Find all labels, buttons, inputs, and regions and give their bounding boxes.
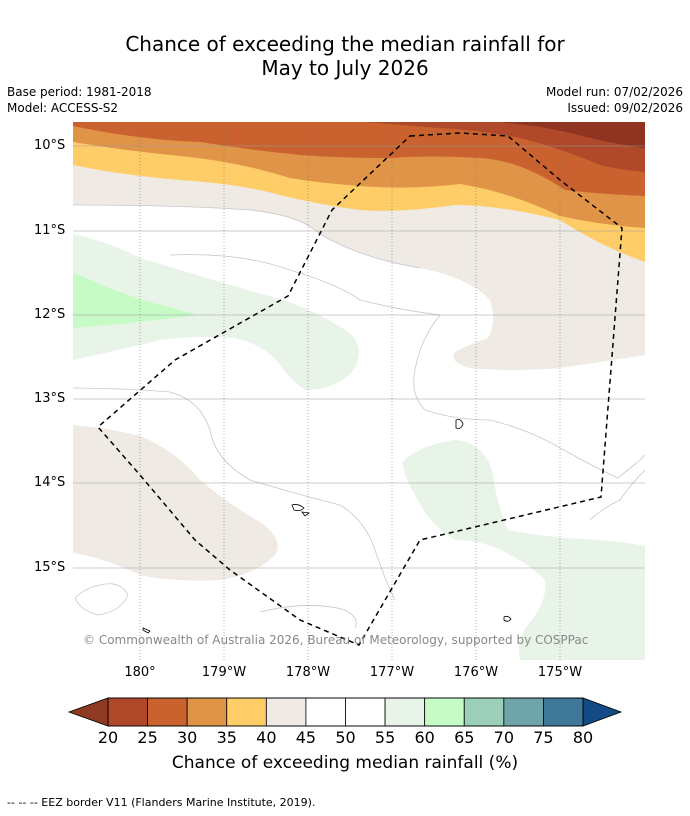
band-55-60-southeast xyxy=(402,440,645,660)
colorbar xyxy=(67,697,623,727)
colorbar-cell xyxy=(503,697,544,727)
title-line-1: Chance of exceeding the median rainfall … xyxy=(125,32,565,56)
colorbar-cell xyxy=(265,697,307,727)
colorbar-tick-label: 80 xyxy=(572,728,594,747)
colorbar-tick-label: 45 xyxy=(295,728,317,747)
lat-label-14s: 14°S xyxy=(34,475,66,490)
colorbar-cell xyxy=(186,697,228,727)
band-20-25 xyxy=(365,122,645,172)
colorbar-tick-label: 40 xyxy=(256,728,277,747)
colorbar-cell xyxy=(384,697,426,727)
island-5 xyxy=(142,627,151,634)
band-60-65-west xyxy=(73,272,198,328)
colorbar-tick-label: 20 xyxy=(97,728,119,747)
lat-label-12s: 12°S xyxy=(34,307,66,322)
colorbar-high-arrow xyxy=(582,697,623,727)
lat-label-11s: 11°S xyxy=(34,223,66,238)
colorbar-tick-label: 55 xyxy=(374,728,396,747)
colorbar-cell xyxy=(543,697,584,727)
lon-label-179w: 179°W xyxy=(201,665,247,680)
lon-label-175w: 175°W xyxy=(537,665,583,680)
lat-label-15s: 15°S xyxy=(34,560,66,575)
lon-label-178w: 178°W xyxy=(285,665,331,680)
band-40-45-southwest xyxy=(73,425,278,581)
model-run: Model run: 07/02/2026 xyxy=(545,85,683,99)
band-15-20 xyxy=(500,122,645,148)
copyright-text: © Commonwealth of Australia 2026, Bureau… xyxy=(83,633,589,647)
colorbar-cell xyxy=(147,697,188,727)
island-1 xyxy=(455,419,464,429)
colorbar-cell xyxy=(107,697,148,727)
colorbar-low-arrow xyxy=(67,697,109,727)
model-name: Model: ACCESS-S2 xyxy=(7,101,119,115)
colorbar-tick-label: 25 xyxy=(137,728,158,747)
issued-date: Issued: 09/02/2026 xyxy=(567,101,683,115)
eez-border xyxy=(96,132,623,646)
forecast-map xyxy=(73,122,645,660)
grid xyxy=(73,145,645,569)
lat-label-10s: 10°S xyxy=(34,138,66,153)
colorbar-cell xyxy=(424,697,465,727)
colorbar-tick-label: 75 xyxy=(533,728,554,747)
base-period: Base period: 1981-2018 xyxy=(7,85,152,99)
island-2 xyxy=(291,504,305,512)
colorbar-tick-label: 50 xyxy=(335,728,356,747)
lon-label-176w: 176°W xyxy=(453,665,499,680)
colorbar-tick-label: 35 xyxy=(216,728,237,747)
colorbar-tick-label: 65 xyxy=(454,728,475,747)
island-4 xyxy=(503,615,512,622)
band-55-60-west xyxy=(73,234,359,390)
colorbar-tick-label: 30 xyxy=(176,728,198,747)
colorbar-cell xyxy=(463,697,505,727)
lon-label-177w: 177°W xyxy=(369,665,415,680)
colorbar-tick-label: 70 xyxy=(493,728,515,747)
colorbar-cell xyxy=(305,697,346,727)
colorbar-title: Chance of exceeding median rainfall (%) xyxy=(171,753,519,773)
lon-label-180: 180° xyxy=(124,665,156,680)
colorbar-cell xyxy=(345,697,386,727)
lat-label-13s: 13°S xyxy=(34,391,66,406)
eez-footnote: -- -- -- EEZ border V11 (Flanders Marine… xyxy=(7,796,316,809)
band-25-30 xyxy=(73,122,645,196)
island-3 xyxy=(301,511,311,517)
title-line-2: May to July 2026 xyxy=(261,56,429,80)
colorbar-cell xyxy=(226,697,267,727)
colorbar-tick-label: 60 xyxy=(414,728,435,747)
